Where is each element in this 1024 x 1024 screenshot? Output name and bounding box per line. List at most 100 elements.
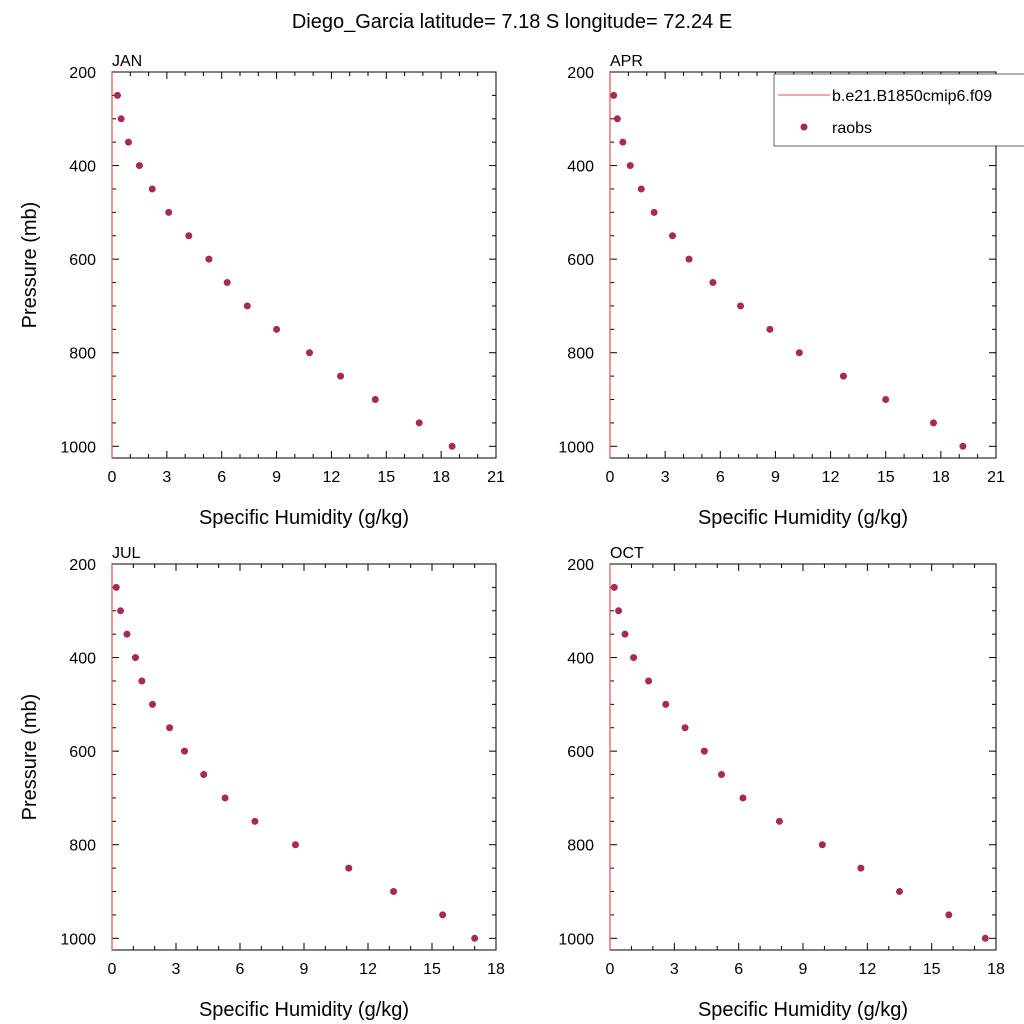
x-tick-label: 18 (487, 961, 505, 978)
raobs-point (610, 583, 618, 591)
raobs-point (390, 888, 398, 896)
x-tick-label: 18 (987, 961, 1005, 978)
x-tick-label: 15 (423, 961, 441, 978)
y-tick-label: 800 (567, 346, 594, 363)
legend-model-label: b.e21.B1850cmip6.f09 (832, 88, 992, 105)
raobs-point (135, 162, 143, 170)
x-axis-label: Specific Humidity (g/kg) (698, 999, 908, 1021)
raobs-point (700, 747, 708, 755)
y-tick-label: 400 (567, 651, 594, 668)
raobs-point (148, 185, 156, 193)
raobs-point (471, 934, 479, 942)
raobs-point (200, 771, 208, 779)
y-tick-label: 1000 (558, 439, 594, 456)
x-tick-label: 6 (734, 961, 743, 978)
raobs-point (165, 208, 173, 216)
y-tick-label: 600 (69, 252, 96, 269)
x-tick-label: 9 (272, 469, 281, 486)
x-axis-label: Specific Humidity (g/kg) (199, 999, 409, 1021)
plot-frame (111, 71, 497, 459)
y-tick-label: 600 (69, 744, 96, 761)
raobs-point (882, 396, 890, 404)
y-tick-label: 400 (69, 159, 96, 176)
x-tick-label: 0 (108, 961, 117, 978)
raobs-point (818, 841, 826, 849)
panel-label: JUL (112, 545, 141, 562)
raobs-point (896, 888, 903, 896)
raobs-point (291, 841, 299, 849)
raobs-point (439, 911, 447, 919)
raobs-point (709, 279, 717, 287)
x-tick-label: 9 (771, 469, 780, 486)
raobs-point (166, 724, 174, 732)
y-tick-label: 200 (69, 557, 96, 574)
raobs-point (345, 864, 353, 872)
raobs-point (613, 115, 621, 123)
raobs-point (621, 630, 629, 638)
y-tick-label: 800 (69, 346, 96, 363)
x-tick-label: 15 (923, 961, 941, 978)
y-tick-label: 400 (567, 159, 594, 176)
raobs-point (739, 794, 747, 802)
legend-box (773, 73, 1024, 147)
raobs-point (123, 630, 131, 638)
raobs-point (650, 208, 658, 216)
raobs-point (685, 255, 693, 263)
x-tick-label: 6 (217, 469, 226, 486)
raobs-point (615, 607, 623, 615)
x-tick-label: 3 (162, 469, 171, 486)
y-tick-label: 800 (69, 838, 96, 855)
x-tick-label: 15 (377, 469, 395, 486)
raobs-point (223, 279, 231, 287)
x-tick-label: 21 (487, 469, 505, 486)
legend-obs-marker (800, 123, 808, 131)
y-tick-label: 600 (567, 252, 594, 269)
legend-obs-label: raobs (832, 120, 872, 137)
raobs-point (619, 138, 627, 146)
raobs-point (945, 911, 953, 919)
raobs-point (251, 817, 259, 825)
x-tick-label: 12 (359, 961, 377, 978)
raobs-point (775, 817, 783, 825)
y-tick-label: 1000 (60, 439, 96, 456)
x-tick-label: 0 (108, 469, 117, 486)
raobs-point (630, 654, 638, 662)
figure-title: Diego_Garcia latitude= 7.18 S longitude=… (292, 11, 732, 33)
x-tick-label: 18 (432, 469, 450, 486)
raobs-point (737, 302, 745, 310)
panel-oct: OCT 0 3 6 9 12 15 18 200 400 600 800 1000 Specific Hu… (558, 545, 1005, 1021)
y-axis-label: Pressure (mb) (19, 202, 41, 329)
raobs-point (448, 442, 456, 450)
raobs-point (181, 747, 189, 755)
raobs-point (273, 325, 281, 333)
raobs-point (645, 677, 653, 685)
y-tick-label: 400 (69, 651, 96, 668)
raobs-point (149, 700, 157, 708)
y-tick-label: 600 (567, 744, 594, 761)
raobs-point (131, 654, 139, 662)
x-tick-label: 3 (661, 469, 670, 486)
raobs-point (112, 583, 120, 591)
y-axis-label: Pressure (mb) (19, 694, 41, 821)
plot-frame (609, 563, 997, 951)
raobs-point (718, 771, 726, 779)
legend: b.e21.B1850cmip6.f09 raobs (773, 73, 1024, 147)
x-tick-label: 9 (799, 961, 808, 978)
x-tick-label: 9 (300, 961, 309, 978)
raobs-point (113, 91, 121, 99)
y-tick-label: 200 (69, 65, 96, 82)
panel-label: OCT (610, 545, 644, 562)
raobs-point (959, 442, 967, 450)
x-tick-label: 0 (606, 961, 615, 978)
raobs-point (930, 419, 938, 427)
raobs-point (124, 138, 132, 146)
x-tick-label: 12 (323, 469, 341, 486)
raobs-point (138, 677, 146, 685)
x-tick-label: 3 (670, 961, 679, 978)
panel-label: APR (610, 53, 643, 70)
y-tick-label: 1000 (60, 931, 96, 948)
raobs-point (305, 349, 313, 357)
raobs-point (243, 302, 251, 310)
